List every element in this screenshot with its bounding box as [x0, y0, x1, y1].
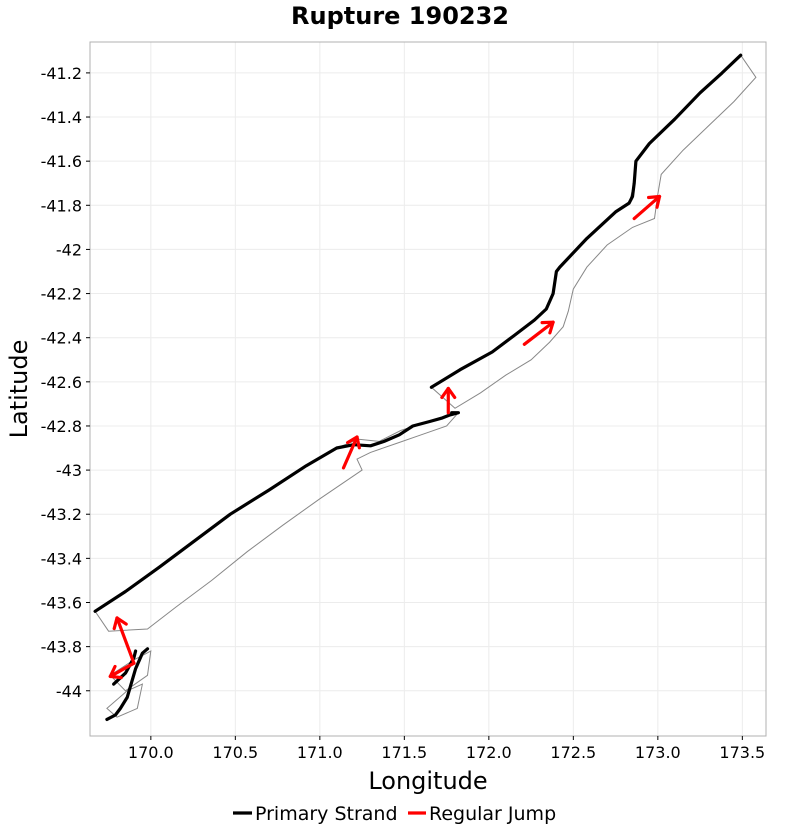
chart-title: Rupture 190232: [291, 2, 509, 30]
grid-lines: [90, 42, 766, 736]
regular-jump-arrow: [341, 435, 359, 470]
y-tick-label: -41.6: [41, 152, 82, 171]
y-axis-ticks: -41.2 -41.4 -41.6 -41.8 -42 -42.2 -42.4 -42.6 -4…: [41, 64, 90, 701]
primary-strand-line: [93, 411, 460, 613]
y-tick-label: -42.8: [41, 417, 82, 436]
y-tick-label: -42.2: [41, 285, 82, 304]
regular-jump-arrow: [632, 194, 662, 221]
y-tick-label: -43: [56, 461, 82, 480]
y-tick-label: -43.4: [41, 549, 82, 568]
y-tick-label: -43.2: [41, 505, 82, 524]
regular-jump-arrowhead: [646, 194, 662, 209]
y-tick-label: -43.8: [41, 638, 82, 657]
legend: Primary Strand Regular Jump: [233, 803, 556, 825]
primary-strand-line: [429, 53, 743, 389]
x-tick-label: 172.5: [550, 743, 596, 762]
regular-jump-arrowhead: [540, 320, 555, 335]
regular-jump-arrowhead: [112, 616, 128, 631]
regular-jump-arrow: [115, 616, 136, 665]
regular-jump-arrowhead: [440, 386, 457, 399]
primary-strand-line: [105, 647, 150, 722]
x-tick-label: 173.5: [719, 743, 765, 762]
x-axis-title: Longitude: [368, 767, 487, 795]
x-tick-label: 172.0: [466, 743, 512, 762]
y-tick-label: -41.8: [41, 196, 82, 215]
y-tick-label: -43.6: [41, 593, 82, 612]
legend-regular-jump-label: Regular Jump: [429, 803, 556, 825]
series-group: [93, 53, 743, 722]
regular-jump-arrow: [108, 661, 136, 679]
y-tick-label: -41.2: [41, 64, 82, 83]
x-tick-label: 170.0: [128, 743, 174, 762]
legend-primary-strand-label: Primary Strand: [255, 803, 398, 825]
x-tick-label: 171.0: [297, 743, 343, 762]
plot-frame: [89, 41, 767, 737]
x-tick-label: 171.5: [381, 743, 427, 762]
y-tick-label: -44: [56, 682, 82, 701]
regular-jump-arrow: [522, 320, 555, 346]
y-tick-label: -42.4: [41, 329, 82, 348]
y-axis-title: Latitude: [5, 340, 33, 439]
fault-sections: [94, 54, 757, 718]
regular-jump-arrowhead: [346, 435, 361, 450]
x-tick-label: 173.0: [635, 743, 681, 762]
y-tick-label: -42.6: [41, 373, 82, 392]
regular-jump-arrowhead: [108, 664, 123, 680]
y-tick-label: -41.4: [41, 108, 82, 127]
x-axis-ticks: 170.0 170.5 171.0 171.5 172.0 172.5 173.0 173.5: [128, 736, 765, 762]
y-tick-label: -42: [56, 240, 82, 259]
x-tick-label: 170.5: [212, 743, 258, 762]
